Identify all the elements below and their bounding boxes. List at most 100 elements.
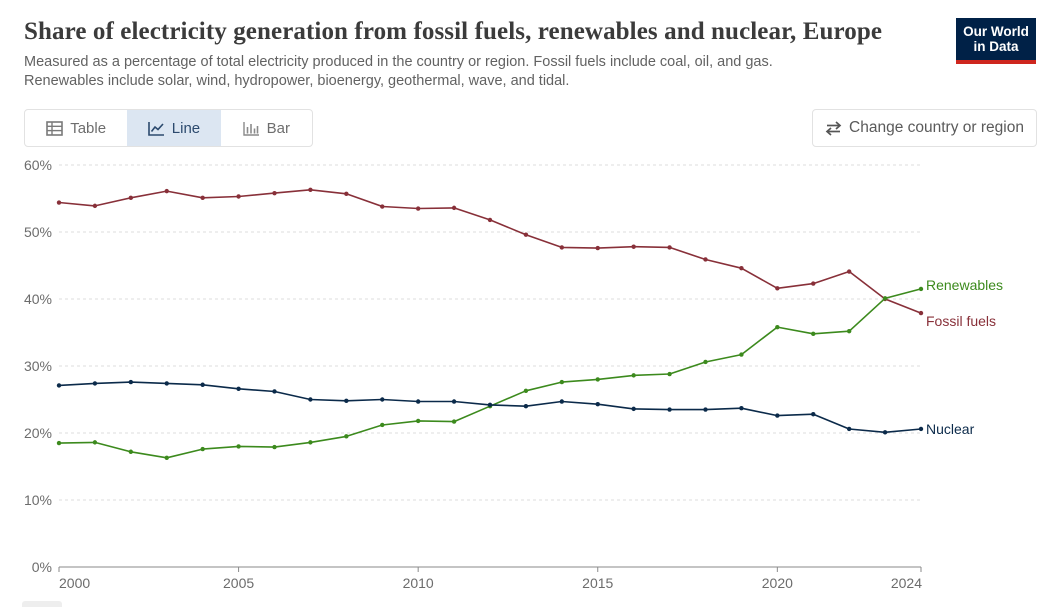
data-point-fossil[interactable] <box>918 310 924 316</box>
data-point-renewables[interactable] <box>380 422 385 428</box>
data-point-fossil[interactable] <box>667 245 672 250</box>
data-point-renewables[interactable] <box>667 371 672 377</box>
series-label-renewables[interactable]: Renewables <box>926 277 1003 293</box>
data-point-fossil[interactable] <box>415 206 421 211</box>
data-point-renewables[interactable] <box>559 379 565 385</box>
data-point-nuclear[interactable] <box>128 379 134 385</box>
data-point-fossil[interactable] <box>631 244 636 249</box>
data-point-nuclear[interactable] <box>775 413 780 418</box>
data-point-renewables[interactable] <box>846 328 852 334</box>
series-label-fossil[interactable]: Fossil fuels <box>926 313 996 329</box>
data-point-fossil[interactable] <box>811 281 816 286</box>
data-point-fossil[interactable] <box>739 265 744 271</box>
data-point-fossil[interactable] <box>559 245 565 250</box>
data-point-fossil[interactable] <box>164 188 169 194</box>
data-point-nuclear[interactable] <box>272 389 277 394</box>
data-point-nuclear[interactable] <box>487 402 493 408</box>
data-point-fossil[interactable] <box>344 191 349 197</box>
series-label-nuclear[interactable]: Nuclear <box>926 421 975 437</box>
data-point-nuclear[interactable] <box>739 406 744 411</box>
data-point-nuclear[interactable] <box>415 399 421 404</box>
data-point-nuclear[interactable] <box>559 399 565 404</box>
y-tick-label: 0% <box>32 559 52 575</box>
data-point-fossil[interactable] <box>487 217 493 223</box>
view-tabs: Table Line Bar <box>24 109 313 147</box>
data-point-fossil[interactable] <box>523 232 529 237</box>
data-point-nuclear[interactable] <box>595 401 600 407</box>
data-point-renewables[interactable] <box>56 440 62 446</box>
series-line-renewables[interactable] <box>58 288 922 459</box>
data-point-fossil[interactable] <box>846 269 852 274</box>
tab-bar-label: Bar <box>266 119 290 137</box>
logo-line-1: Our World <box>963 24 1029 39</box>
data-point-nuclear[interactable] <box>703 407 708 412</box>
scroll-handle[interactable] <box>22 601 62 607</box>
our-world-in-data-logo[interactable]: Our World in Data <box>956 18 1036 64</box>
data-point-renewables[interactable] <box>631 373 636 378</box>
data-point-nuclear[interactable] <box>918 426 924 432</box>
data-point-fossil[interactable] <box>595 245 600 251</box>
data-point-renewables[interactable] <box>703 359 708 365</box>
data-point-renewables[interactable] <box>523 388 529 393</box>
data-point-fossil[interactable] <box>380 204 385 209</box>
data-point-fossil[interactable] <box>56 200 62 205</box>
y-tick-label: 40% <box>24 291 52 307</box>
data-point-fossil[interactable] <box>308 187 313 192</box>
subtitle-line-2: Renewables include solar, wind, hydropow… <box>24 73 570 89</box>
tab-line[interactable]: Line <box>127 110 221 146</box>
data-point-renewables[interactable] <box>811 331 816 337</box>
data-point-nuclear[interactable] <box>667 407 672 412</box>
data-point-fossil[interactable] <box>128 195 134 201</box>
data-point-nuclear[interactable] <box>344 398 349 404</box>
data-point-nuclear[interactable] <box>164 381 169 386</box>
data-point-nuclear[interactable] <box>523 404 529 409</box>
data-point-nuclear[interactable] <box>308 397 313 402</box>
tab-table[interactable]: Table <box>25 110 127 146</box>
data-point-nuclear[interactable] <box>631 406 636 412</box>
data-point-nuclear[interactable] <box>882 430 888 435</box>
series-labels: Fossil fuels Renewables Nuclear <box>926 277 1003 437</box>
data-point-renewables[interactable] <box>92 440 98 445</box>
data-point-fossil[interactable] <box>236 194 241 199</box>
data-point-nuclear[interactable] <box>811 412 816 417</box>
data-point-renewables[interactable] <box>415 418 421 424</box>
data-point-renewables[interactable] <box>272 444 277 450</box>
data-point-renewables[interactable] <box>739 352 744 357</box>
data-point-renewables[interactable] <box>918 286 924 292</box>
bar-chart-icon <box>242 121 259 136</box>
grid-layer <box>59 164 921 568</box>
data-point-renewables[interactable] <box>775 324 780 330</box>
data-point-fossil[interactable] <box>451 205 457 211</box>
data-point-renewables[interactable] <box>200 446 205 452</box>
data-point-nuclear[interactable] <box>236 386 241 391</box>
x-tick-label: 2020 <box>762 575 793 591</box>
data-point-renewables[interactable] <box>236 444 241 449</box>
data-point-renewables[interactable] <box>128 449 134 454</box>
data-point-renewables[interactable] <box>164 455 169 460</box>
data-point-nuclear[interactable] <box>200 382 205 387</box>
data-point-fossil[interactable] <box>200 195 205 201</box>
data-point-nuclear[interactable] <box>380 397 385 402</box>
y-tick-label: 60% <box>24 157 52 173</box>
tab-bar[interactable]: Bar <box>221 110 312 146</box>
data-point-fossil[interactable] <box>272 190 277 196</box>
series-line-fossil[interactable] <box>58 188 922 314</box>
y-tick-label: 10% <box>24 492 52 508</box>
data-point-nuclear[interactable] <box>846 426 852 432</box>
data-point-fossil[interactable] <box>775 286 780 291</box>
data-point-renewables[interactable] <box>451 419 457 424</box>
data-point-renewables[interactable] <box>882 296 888 301</box>
table-icon <box>46 120 64 136</box>
x-tick-label: 2010 <box>403 575 434 591</box>
data-point-renewables[interactable] <box>308 440 313 445</box>
data-point-nuclear[interactable] <box>451 399 457 404</box>
change-country-label: Change country or region <box>849 119 1024 136</box>
data-point-nuclear[interactable] <box>92 381 98 386</box>
data-point-fossil[interactable] <box>92 203 98 209</box>
data-point-renewables[interactable] <box>595 377 600 382</box>
data-point-nuclear[interactable] <box>56 383 62 388</box>
change-country-button[interactable]: Change country or region <box>812 109 1037 147</box>
x-tick-label: 2024 <box>891 575 922 591</box>
data-point-fossil[interactable] <box>703 257 708 262</box>
data-point-renewables[interactable] <box>344 434 349 439</box>
